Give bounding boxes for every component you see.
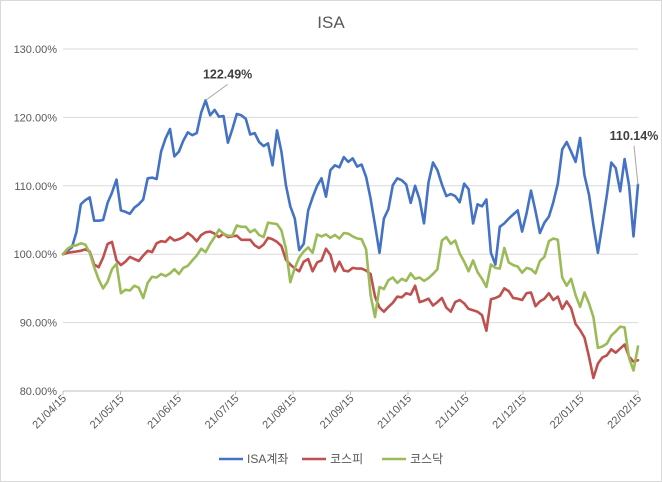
series-line: [61, 230, 640, 380]
x-tick-label: 21/06/15: [145, 393, 184, 432]
annotation-leader: [205, 83, 228, 101]
x-tick-label: 21/08/15: [260, 393, 299, 432]
y-tick-label: 100.00%: [14, 249, 58, 261]
annotation-label: 110.14%: [610, 129, 659, 143]
y-tick-label: 120.00%: [14, 112, 58, 124]
series-line: [61, 221, 640, 372]
annotations: 122.49% 110.14%: [203, 67, 659, 185]
x-tick-label: 21/04/15: [30, 393, 69, 432]
x-tick-label: 21/07/15: [203, 393, 242, 432]
y-tick-label: 90.00%: [20, 318, 58, 330]
legend-label: 코스피: [330, 452, 363, 466]
x-tick-label: 22/01/15: [548, 393, 587, 432]
series-line: [61, 99, 640, 266]
chart-title: ISA: [317, 13, 345, 32]
y-tick-label: 110.00%: [14, 181, 57, 193]
x-tick-label: 21/10/15: [375, 393, 414, 432]
x-tick-label: 21/09/15: [318, 393, 357, 432]
x-tick-label: 21/12/15: [490, 393, 529, 432]
legend-label: 코스닥: [410, 452, 443, 466]
y-tick-label: 80.00%: [20, 386, 58, 398]
gridlines: [63, 48, 638, 392]
y-tick-label: 130.00%: [14, 44, 58, 56]
annotation-leader: [633, 145, 639, 185]
x-tick-label: 21/05/15: [88, 393, 127, 432]
legend: ISA계좌 코스피 코스닥: [219, 452, 443, 466]
x-tick-label: 22/02/15: [605, 393, 644, 432]
legend-label: ISA계좌: [247, 452, 288, 466]
x-tick-label: 21/11/15: [433, 393, 471, 431]
annotation-label: 122.49%: [203, 67, 252, 81]
series-lines: [61, 99, 640, 380]
